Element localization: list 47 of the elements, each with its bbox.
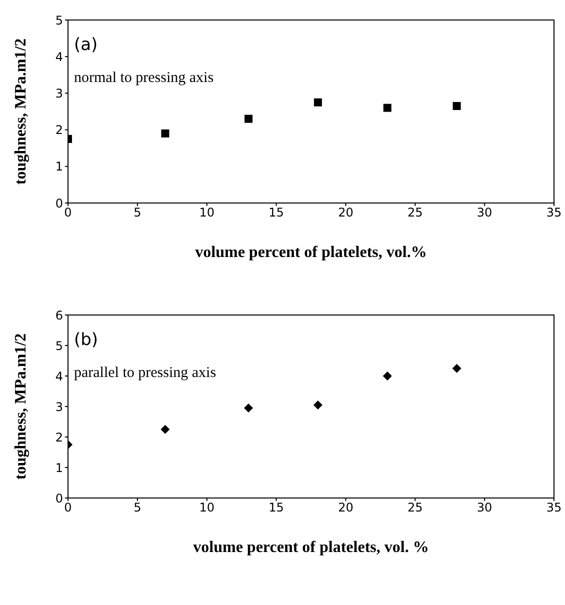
- x-axis-title: volume percent of platelets, vol.%: [195, 244, 427, 261]
- annotation: normal to pressing axis: [74, 70, 214, 86]
- y-tick-label: 1: [55, 160, 63, 174]
- x-tick-label: 30: [476, 206, 492, 220]
- x-tick-label: 20: [338, 206, 354, 220]
- y-tick-label: 0: [55, 196, 63, 210]
- x-tick-label: 5: [134, 206, 142, 220]
- point: [383, 104, 392, 112]
- x-axis-title: volume percent of platelets, vol. %: [193, 539, 429, 556]
- x-tick-label: 10: [199, 206, 214, 220]
- x-tick-label: 15: [268, 500, 284, 515]
- y-tick-label: 2: [55, 123, 63, 138]
- x-tick-label: 25: [408, 206, 423, 220]
- y-tick-label: 4: [55, 50, 63, 64]
- point: [452, 102, 461, 110]
- x-tick-label: 20: [338, 500, 354, 515]
- y-axis-title: toughness, MPa.m1/2: [12, 38, 30, 185]
- point: [244, 404, 254, 413]
- y-tick-label: 3: [55, 86, 63, 100]
- point: [452, 364, 462, 373]
- point: [160, 424, 170, 434]
- x-tick-label: 0: [64, 206, 72, 220]
- y-tick-label: 6: [55, 308, 63, 322]
- point: [313, 400, 322, 410]
- point: [382, 372, 392, 380]
- x-tick-label: 0: [64, 500, 72, 515]
- y-tick-label: 1: [55, 460, 63, 475]
- y-axis-title: toughness, MPa.m1/2: [12, 333, 30, 480]
- annotation: (b): [74, 330, 98, 350]
- y-tick-label: 2: [55, 430, 63, 444]
- point: [244, 114, 253, 123]
- x-tick-label: 30: [476, 500, 492, 515]
- point: [161, 129, 170, 138]
- y-tick-label: 5: [55, 338, 63, 353]
- x-tick-label: 25: [408, 500, 423, 515]
- y-tick-label: 0: [55, 491, 63, 506]
- y-tick-label: 4: [55, 369, 63, 384]
- y-tick-label: 3: [55, 400, 63, 414]
- x-tick-label: 35: [546, 206, 562, 220]
- annotation: parallel to pressing axis: [74, 365, 216, 381]
- x-tick-label: 5: [134, 500, 142, 515]
- x-tick-label: 10: [199, 500, 214, 515]
- annotation: (a): [74, 35, 98, 55]
- x-tick-label: 35: [546, 500, 562, 515]
- point: [314, 98, 322, 106]
- y-tick-label: 5: [55, 13, 63, 28]
- x-tick-label: 15: [268, 206, 284, 220]
